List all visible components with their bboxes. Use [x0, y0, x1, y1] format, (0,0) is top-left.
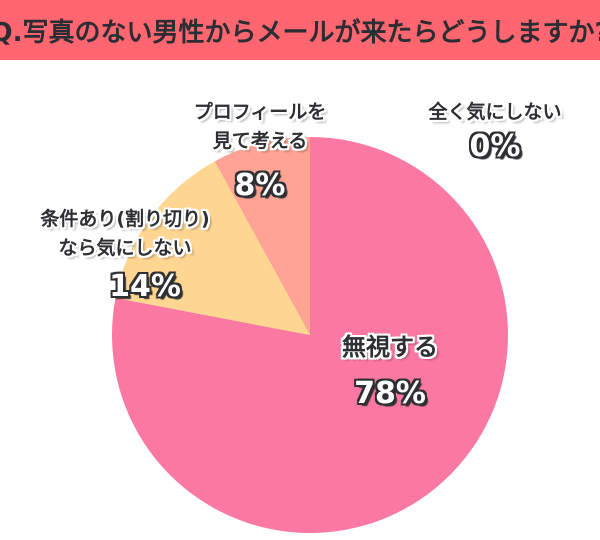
pct-conditional: 14% — [109, 269, 181, 304]
question-header: Q.写真のない男性からメールが来たらどうしますか? — [0, 0, 600, 60]
pct-profile: 8% — [234, 168, 286, 203]
slice-ignore — [111, 137, 508, 533]
label-profile: プロフィールを 見て考える 8% — [175, 98, 345, 203]
pct-ignore: 78% — [354, 376, 426, 411]
slice-profile — [214, 136, 310, 335]
pct-dont-care: 0% — [469, 129, 521, 164]
label-conditional: 条件あり(割り切り) なら気にしない 14% — [20, 205, 230, 304]
question-title: Q.写真のない男性からメールが来たらどうしますか? — [0, 17, 600, 48]
label-dont-care: 全く気にしない 0% — [410, 98, 580, 164]
slice-conditional — [115, 161, 310, 335]
label-ignore: 無視する 78% — [310, 333, 470, 411]
